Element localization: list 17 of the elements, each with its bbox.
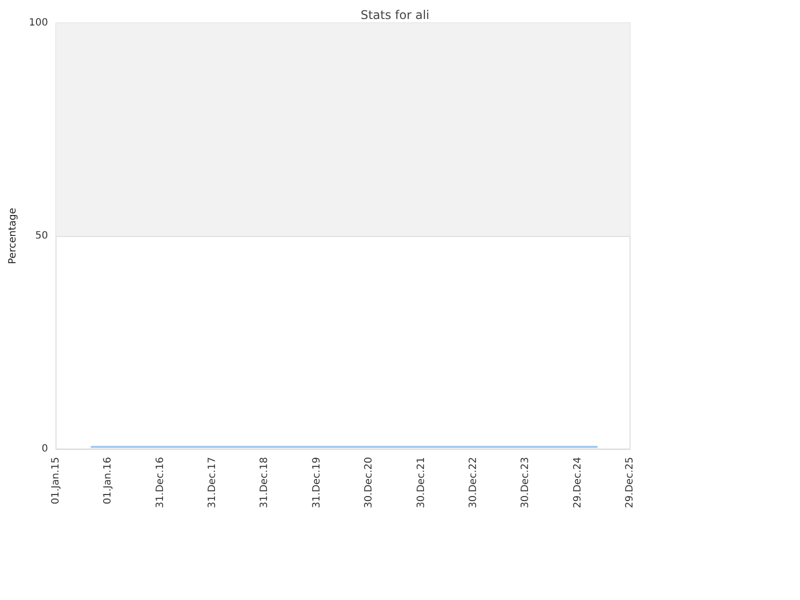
x-tick-label: 31.Dec.17: [207, 457, 218, 508]
y-tick-label: 50: [35, 230, 48, 242]
x-tick-label: 30.Dec.20: [364, 457, 375, 508]
x-tick-label: 30.Dec.23: [520, 457, 532, 508]
x-tick-label: 29.Dec.25: [624, 457, 636, 508]
x-tick-label: 30.Dec.22: [468, 457, 479, 508]
chart-title: Stats for ali: [360, 8, 430, 22]
x-tick-label: 30.Dec.21: [416, 457, 427, 508]
y-tick-label: 0: [42, 444, 48, 454]
x-tick-label: 01.Jan.16: [102, 457, 114, 504]
x-tick-label: 01.Jan.15: [50, 457, 62, 504]
x-tick-label: 31.Dec.18: [259, 457, 270, 508]
x-tick-label: 31.Dec.16: [154, 457, 166, 508]
x-tick-label: 31.Dec.19: [311, 457, 322, 508]
y-tick-label: 100: [28, 18, 48, 28]
x-tick-label: 29.Dec.24: [572, 457, 584, 508]
y-axis-title: Percentage: [8, 208, 18, 264]
